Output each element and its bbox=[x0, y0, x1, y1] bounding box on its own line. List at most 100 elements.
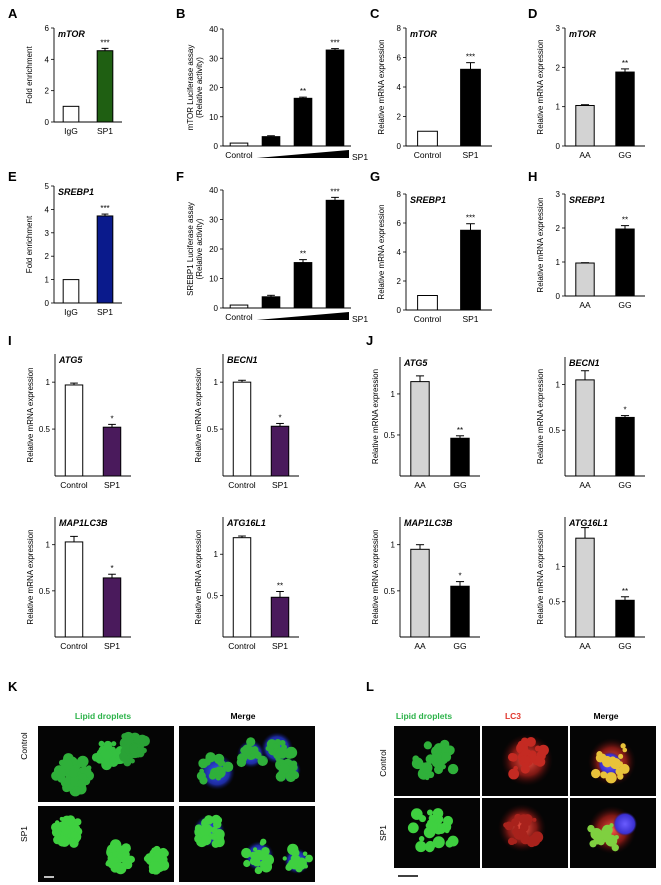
panel-letter-a: A bbox=[8, 6, 18, 21]
bar bbox=[64, 541, 84, 638]
x-tick-label: IgG bbox=[64, 126, 78, 136]
significance-label: ** bbox=[300, 87, 306, 96]
y-tick-label: 6 bbox=[397, 219, 402, 228]
l-sp1-lipid bbox=[394, 798, 480, 868]
significance-label: ** bbox=[300, 250, 306, 259]
droplet bbox=[522, 822, 529, 829]
y-tick-label: 0.5 bbox=[384, 431, 396, 440]
droplet bbox=[538, 744, 549, 756]
chart-panel-b-1: 0 10 20 30 40 mTOR Luciferase assay (Relative … bbox=[186, 25, 368, 162]
droplet bbox=[407, 822, 419, 834]
significance-label: * bbox=[110, 414, 113, 423]
chart-title: mTOR bbox=[569, 29, 596, 39]
droplet bbox=[435, 841, 442, 848]
micrograph-panels: Lipid droplets Merge Control SP1 Lipid dropl… bbox=[19, 711, 656, 882]
droplet bbox=[77, 778, 87, 788]
y-tick-label: 2 bbox=[45, 87, 50, 96]
x-tick-label: IgG bbox=[64, 307, 78, 317]
droplet bbox=[305, 854, 313, 863]
y-tick-label: 4 bbox=[45, 205, 50, 214]
chart-panel-c-2: 0 2 4 6 8 Relative mRNA expression mTOR Control… bbox=[377, 24, 492, 160]
bar bbox=[102, 577, 122, 638]
significance-label: ** bbox=[622, 216, 628, 225]
y-tick-label: 1 bbox=[214, 550, 219, 559]
droplet bbox=[275, 771, 287, 782]
panel-letter-i: I bbox=[8, 333, 12, 348]
droplet bbox=[61, 758, 73, 770]
chart-panel-j-15: 0.5 1 Relative mRNA expression ATG16L1 AA ** G… bbox=[536, 517, 645, 651]
y-tick-label: 2 bbox=[397, 113, 402, 122]
y-tick-label: 0.5 bbox=[39, 425, 51, 434]
y-tick-label: 0 bbox=[214, 304, 219, 313]
chart-title: MAP1LC3B bbox=[404, 518, 453, 528]
significance-label: * bbox=[110, 564, 113, 573]
droplet bbox=[111, 741, 117, 747]
droplet bbox=[514, 825, 519, 830]
droplet bbox=[503, 822, 509, 828]
droplet bbox=[77, 755, 89, 768]
x-tick-label: Control bbox=[414, 150, 442, 160]
y-axis-label: SREBP1 Luciferase assay bbox=[186, 202, 195, 296]
x-tick-label: AA bbox=[579, 150, 591, 160]
bar bbox=[229, 142, 249, 147]
droplet bbox=[122, 851, 130, 859]
x-tick-label: AA bbox=[414, 641, 426, 651]
chart-panel-f-5: 0 10 20 30 40 SREBP1 Luciferase assay (Relativ… bbox=[186, 186, 368, 324]
bar bbox=[232, 381, 252, 477]
bar bbox=[293, 97, 313, 147]
y-tick-label: 10 bbox=[209, 113, 218, 122]
k-sp1-merge bbox=[179, 806, 315, 882]
significance-label: * bbox=[623, 406, 626, 415]
y-tick-label: 0 bbox=[397, 142, 402, 151]
k-col-label-lipid: Lipid droplets bbox=[75, 711, 131, 721]
droplet bbox=[201, 835, 212, 846]
droplet bbox=[287, 843, 299, 856]
droplet bbox=[204, 815, 214, 825]
bar bbox=[410, 548, 430, 638]
l-col-label-lc3: LC3 bbox=[505, 711, 521, 721]
panel-letter-h: H bbox=[528, 169, 537, 184]
droplet bbox=[426, 809, 433, 816]
k-sp1-lipid bbox=[38, 806, 174, 882]
y-tick-label: 0 bbox=[556, 292, 561, 301]
y-axis-label: Relative mRNA expression bbox=[377, 39, 386, 134]
y-tick-label: 3 bbox=[556, 190, 561, 199]
x-tick-label: AA bbox=[414, 480, 426, 490]
droplet bbox=[603, 758, 612, 768]
droplet bbox=[220, 760, 226, 766]
y-tick-label: 1 bbox=[556, 258, 561, 267]
bar bbox=[270, 596, 290, 638]
y-tick-label: 0.5 bbox=[384, 587, 396, 596]
x-tick-label: SP1 bbox=[97, 126, 113, 136]
bar bbox=[102, 426, 122, 477]
bar bbox=[615, 416, 635, 477]
droplet bbox=[258, 850, 269, 861]
y-tick-label: 0.5 bbox=[39, 587, 51, 596]
chart-panel-d-3: 0 1 2 3 Relative mRNA expression mTOR AA ** GG bbox=[536, 24, 645, 160]
droplet bbox=[74, 825, 81, 832]
droplet bbox=[140, 739, 147, 747]
chart-panel-h-7: 0 1 2 3 Relative mRNA expression SREBP1 AA ** GG bbox=[536, 190, 645, 310]
bar bbox=[615, 71, 635, 147]
droplet bbox=[424, 842, 435, 853]
droplet bbox=[55, 767, 67, 779]
significance-label: ** bbox=[457, 426, 463, 435]
x-tick-label: SP1 bbox=[272, 480, 288, 490]
significance-label: *** bbox=[330, 187, 339, 196]
droplet bbox=[199, 824, 211, 836]
significance-label: ** bbox=[622, 59, 628, 68]
y-tick-label: 4 bbox=[45, 55, 50, 64]
x-tick-label: Control bbox=[60, 480, 88, 490]
y-axis-label: Fold enrichment bbox=[25, 46, 34, 104]
significance-label: ** bbox=[277, 581, 283, 590]
droplet bbox=[428, 814, 436, 822]
bar bbox=[575, 537, 595, 638]
panel-letter-e: E bbox=[8, 169, 17, 184]
l-row-label-control: Control bbox=[378, 749, 388, 777]
y-tick-label: 0 bbox=[397, 306, 402, 315]
y-tick-label: 20 bbox=[209, 245, 218, 254]
chart-panel-e-4: 0 1 2 3 4 5 Fold enrichment SREBP1 IgG *** SP1 bbox=[25, 182, 122, 317]
droplet bbox=[73, 818, 82, 826]
droplet bbox=[222, 761, 234, 773]
bar bbox=[450, 585, 470, 638]
